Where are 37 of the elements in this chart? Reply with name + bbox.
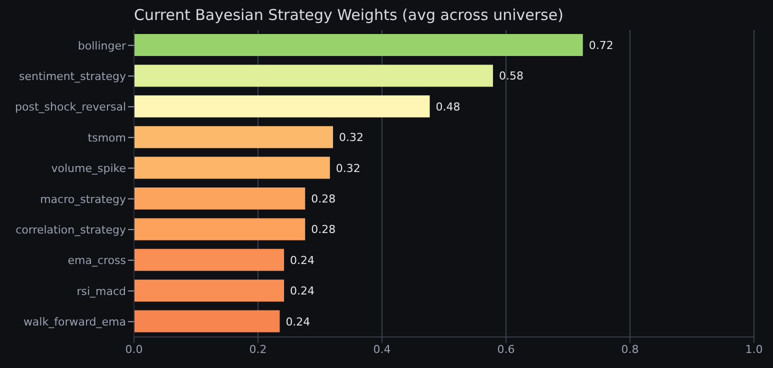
y-tick-label: rsi_macd: [76, 284, 126, 298]
bar: [134, 64, 493, 87]
data-label: 0.24: [286, 315, 310, 328]
bar: [134, 218, 306, 240]
y-tick-label: correlation_strategy: [16, 223, 126, 236]
data-label: 0.24: [290, 284, 315, 298]
bar: [134, 188, 306, 210]
data-label: 0.48: [436, 100, 460, 114]
bar: [134, 95, 430, 118]
data-label: 0.28: [311, 192, 336, 206]
data-label: 0.32: [339, 131, 364, 144]
x-tick-label: 1.0: [745, 342, 763, 356]
y-tick-label: tsmom: [88, 131, 126, 144]
y-tick-label: post_shock_reversal: [15, 100, 126, 114]
chart-title: Current Bayesian Strategy Weights (avg across universe): [134, 6, 564, 24]
x-tick-label: 0.8: [621, 342, 639, 356]
data-label: 0.32: [336, 162, 360, 175]
bar: [134, 156, 330, 179]
x-tick-label: 0.0: [125, 342, 143, 356]
data-label: 0.72: [588, 39, 614, 52]
y-tick-label: volume_spike: [51, 162, 126, 176]
x-tick-label: 0.4: [373, 342, 391, 356]
bar: [134, 310, 280, 332]
y-tick-label: ema_cross: [68, 254, 126, 268]
y-tick-label: sentiment_strategy: [19, 70, 126, 83]
bar: [134, 280, 284, 302]
data-label: 0.58: [498, 70, 524, 83]
data-label: 0.28: [311, 223, 336, 236]
bar: [134, 126, 334, 148]
x-tick-label: 0.6: [497, 342, 515, 356]
data-label: 0.24: [290, 254, 315, 267]
bar: [134, 34, 583, 56]
x-tick-label: 0.2: [249, 342, 267, 356]
y-tick-label: bollinger: [78, 39, 126, 52]
y-tick-label: macro_strategy: [40, 192, 126, 206]
y-tick-label: walk_forward_ema: [23, 316, 126, 329]
bar: [134, 248, 284, 271]
